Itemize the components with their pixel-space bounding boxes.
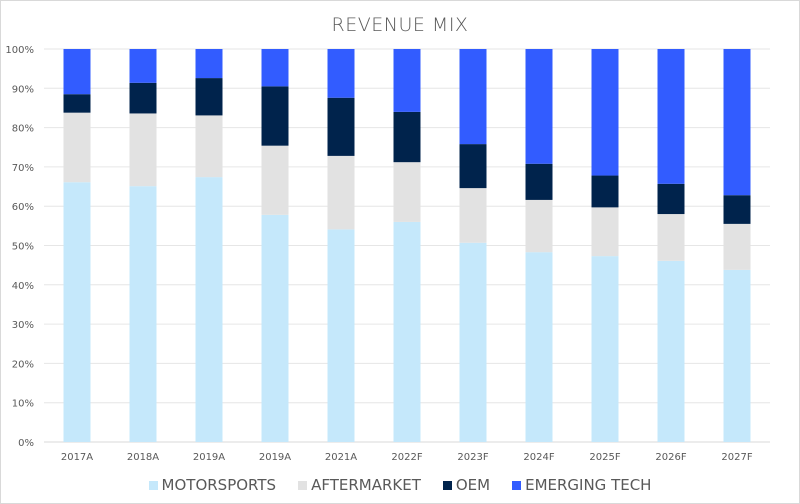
bar-segment-emerging-tech — [459, 49, 487, 145]
bar-segment-oem — [393, 111, 421, 163]
y-tick-label: 30% — [12, 320, 34, 331]
bar-segment-oem — [723, 195, 751, 224]
bar-segment-oem — [525, 163, 553, 200]
bar-segment-emerging-tech — [327, 49, 355, 98]
bar-segment-motorsports — [591, 256, 619, 442]
bar-segment-motorsports — [327, 229, 355, 442]
bar-segment-oem — [327, 97, 355, 156]
legend-item: EMERGING TECH — [512, 476, 651, 494]
x-tick-label: 2027F — [721, 452, 752, 463]
bar-segment-motorsports — [63, 182, 91, 443]
bar-segment-aftermarket — [657, 214, 685, 261]
y-tick-label: 90% — [12, 84, 34, 95]
x-tick-label: 2023F — [457, 452, 488, 463]
bar-segment-emerging-tech — [195, 49, 223, 79]
legend-swatch — [512, 480, 522, 490]
y-tick-label: 10% — [12, 399, 34, 410]
bar-segment-aftermarket — [195, 115, 223, 178]
bar-segment-aftermarket — [129, 113, 157, 187]
x-tick-label: 2018A — [127, 452, 159, 463]
bar-segment-motorsports — [459, 242, 487, 442]
chart-legend: MOTORSPORTS AFTERMARKET OEM EMERGING TECH — [0, 476, 800, 494]
y-tick-label: 50% — [12, 242, 34, 253]
bar-segment-emerging-tech — [393, 49, 421, 112]
bar-segment-emerging-tech — [591, 49, 619, 176]
x-tick-label: 2024F — [523, 452, 554, 463]
legend-swatch — [298, 480, 308, 490]
bar-segment-emerging-tech — [63, 49, 91, 95]
legend-label: MOTORSPORTS — [161, 476, 277, 494]
bar-segment-motorsports — [657, 260, 685, 442]
legend-item: AFTERMARKET — [298, 476, 421, 494]
bar-segment-emerging-tech — [525, 49, 553, 164]
bar-segment-emerging-tech — [723, 49, 751, 196]
bar-segment-motorsports — [393, 221, 421, 442]
bar-segment-aftermarket — [393, 162, 421, 222]
bar-segment-oem — [459, 144, 487, 189]
x-tick-label: 2025F — [589, 452, 620, 463]
bar-segment-motorsports — [525, 252, 553, 442]
x-tick-label: 2021A — [325, 452, 357, 463]
x-tick-label: 2017A — [61, 452, 93, 463]
legend-label: EMERGING TECH — [525, 476, 652, 494]
legend-item: MOTORSPORTS — [148, 476, 277, 494]
y-tick-label: 70% — [12, 163, 34, 174]
bar-segment-motorsports — [723, 269, 751, 442]
bar-segment-motorsports — [129, 186, 157, 442]
bar-segment-aftermarket — [591, 207, 619, 257]
bar-segment-motorsports — [261, 214, 289, 442]
y-tick-label: 20% — [12, 359, 34, 370]
y-tick-label: 40% — [12, 281, 34, 292]
y-tick-label: 60% — [12, 202, 34, 213]
legend-label: OEM — [455, 476, 491, 494]
bar-segment-aftermarket — [63, 112, 91, 183]
bar-segment-emerging-tech — [129, 49, 157, 83]
x-tick-label: 2022F — [391, 452, 422, 463]
chart-title: REVENUE MIX — [331, 14, 469, 36]
bar-segment-oem — [591, 175, 619, 208]
y-tick-label: 0% — [18, 438, 34, 449]
legend-label: AFTERMARKET — [311, 476, 421, 494]
bar-segment-emerging-tech — [657, 49, 685, 184]
x-tick-label: 2019A — [259, 452, 291, 463]
legend-swatch — [148, 480, 158, 490]
x-tick-label: 2019A — [193, 452, 225, 463]
bar-segment-aftermarket — [261, 145, 289, 215]
y-tick-label: 80% — [12, 124, 34, 135]
bar-segment-oem — [195, 78, 223, 116]
bar-segment-oem — [63, 94, 91, 113]
bar-segment-aftermarket — [723, 223, 751, 270]
bar-segment-aftermarket — [327, 155, 355, 230]
bar-segment-oem — [657, 183, 685, 215]
legend-item: OEM — [442, 476, 491, 494]
x-tick-label: 2026F — [655, 452, 686, 463]
bar-segment-oem — [129, 82, 157, 114]
bar-segment-emerging-tech — [261, 49, 289, 87]
y-tick-label: 100% — [5, 45, 34, 56]
legend-swatch — [442, 480, 452, 490]
bar-segment-aftermarket — [459, 188, 487, 243]
bar-segment-aftermarket — [525, 199, 553, 253]
bar-segment-oem — [261, 86, 289, 146]
bar-segment-motorsports — [195, 177, 223, 443]
